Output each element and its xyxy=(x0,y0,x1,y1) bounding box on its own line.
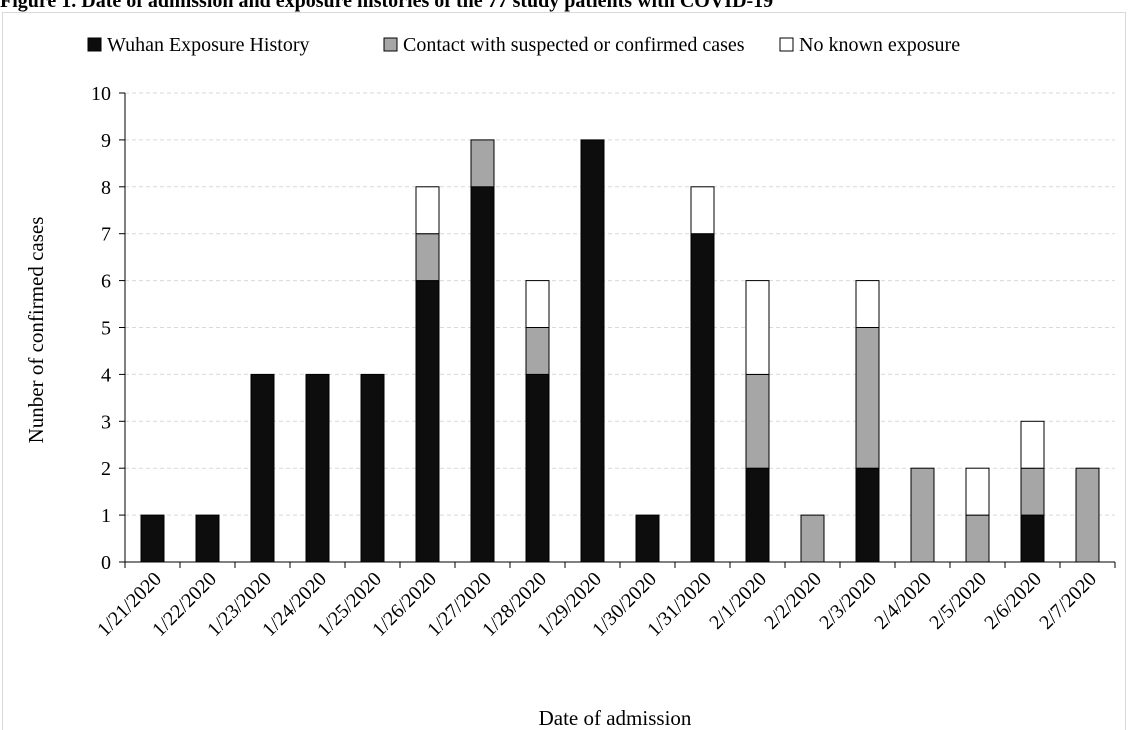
bar-segment-2 xyxy=(1020,467,1045,516)
bar-segment-1 xyxy=(140,514,165,563)
bar-segment-1 xyxy=(360,373,385,563)
bar-segment-1 xyxy=(580,139,605,563)
figure-title: Figure 1. Date of admission and exposure… xyxy=(0,0,774,12)
bar-segment-3 xyxy=(690,186,715,235)
y-tick-label: 2 xyxy=(101,458,111,480)
axes xyxy=(119,92,1116,568)
bar-segment-1 xyxy=(470,186,495,563)
y-tick-label: 7 xyxy=(101,224,111,246)
y-tick-label: 5 xyxy=(101,318,111,340)
bar-segment-2 xyxy=(415,233,440,282)
bars xyxy=(140,139,1100,563)
gridlines xyxy=(125,92,1115,516)
y-tick-label: 9 xyxy=(101,130,111,152)
x-tick-labels: 1/21/20201/22/20201/23/20201/24/20201/25… xyxy=(93,568,1101,641)
chart-frame xyxy=(2,12,1126,730)
bar-segment-2 xyxy=(910,467,935,563)
chart-legend: Wuhan Exposure History Contact with suspe… xyxy=(87,34,960,56)
x-axis-label: Date of admission xyxy=(539,706,692,730)
legend-label: Wuhan Exposure History xyxy=(107,34,310,56)
bar-segment-1 xyxy=(415,280,440,563)
x-tick-label: 2/7/2020 xyxy=(1035,568,1101,634)
y-tick-label: 1 xyxy=(101,505,111,527)
bar-segment-1 xyxy=(250,373,275,563)
bar-segment-2 xyxy=(470,139,495,188)
bar-segment-3 xyxy=(415,186,440,235)
y-tick-label: 6 xyxy=(101,271,111,293)
bar-segment-3 xyxy=(965,467,990,516)
bar-segment-1 xyxy=(635,514,660,563)
bar-segment-3 xyxy=(855,280,880,329)
x-tick-label: 2/1/2020 xyxy=(705,568,771,634)
bar-segment-1 xyxy=(525,373,550,563)
bar-segment-2 xyxy=(1075,467,1100,563)
bar-segment-3 xyxy=(745,280,770,375)
x-tick-label: 2/6/2020 xyxy=(980,568,1046,634)
legend-swatch xyxy=(779,37,794,52)
y-axis-label: Nunber of confirmed cases xyxy=(24,217,48,444)
legend-label: Contact with suspected or confirmed case… xyxy=(403,34,745,56)
y-tick-labels: 0 1 2 3 4 5 6 7 8 9 10 xyxy=(91,83,111,574)
bar-segment-3 xyxy=(525,280,550,329)
y-tick-label: 3 xyxy=(101,411,111,433)
bar-segment-2 xyxy=(965,514,990,563)
bar-segment-2 xyxy=(800,514,825,563)
bar-segment-1 xyxy=(305,373,330,563)
bar-segment-1 xyxy=(1020,514,1045,563)
legend-label: No known exposure xyxy=(799,34,960,56)
x-tick-label: 2/2/2020 xyxy=(760,568,826,634)
x-tick-label: 2/5/2020 xyxy=(925,568,991,634)
legend-swatch xyxy=(87,37,102,52)
bar-segment-2 xyxy=(745,373,770,469)
bar-segment-1 xyxy=(690,233,715,563)
x-tick-label: 2/3/2020 xyxy=(815,568,881,634)
y-tick-label: 8 xyxy=(101,177,111,199)
y-tick-label: 10 xyxy=(91,83,111,105)
legend-swatch xyxy=(383,37,398,52)
bar-segment-1 xyxy=(745,467,770,563)
bar-segment-2 xyxy=(525,327,550,375)
bar-segment-3 xyxy=(1020,420,1045,469)
y-tick-label: 0 xyxy=(101,552,111,574)
bar-segment-1 xyxy=(195,514,220,563)
y-tick-label: 4 xyxy=(101,364,111,386)
bar-segment-1 xyxy=(855,467,880,563)
bar-segment-2 xyxy=(855,327,880,469)
x-tick-label: 2/4/2020 xyxy=(870,568,936,634)
